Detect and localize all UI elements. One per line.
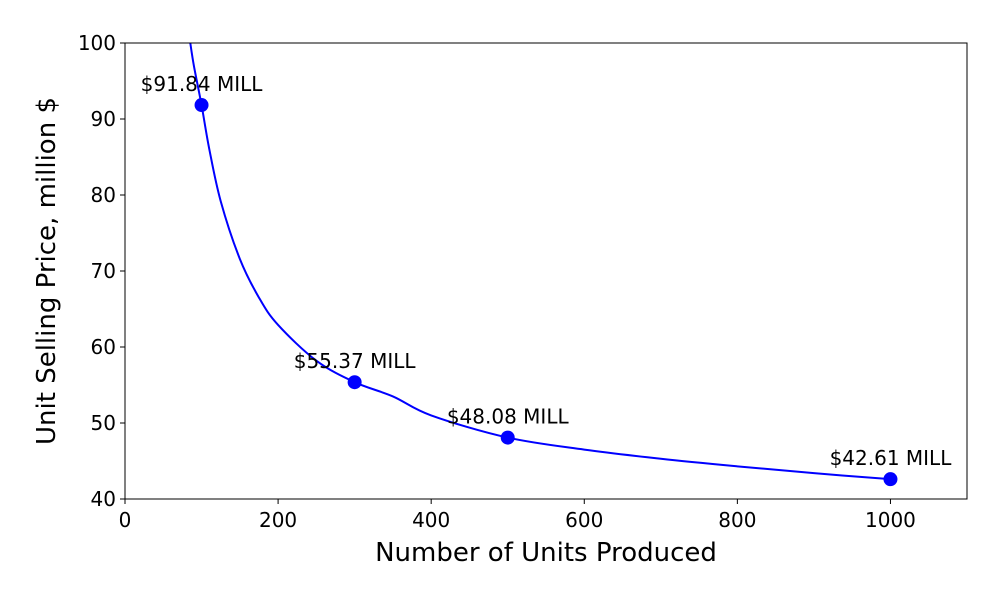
data-label: $48.08 MILL: [447, 405, 570, 429]
x-axis-title: Number of Units Produced: [375, 538, 717, 568]
data-point: [194, 98, 209, 113]
data-point: [347, 375, 362, 390]
y-tick-label: 70: [91, 259, 116, 283]
data-label: $55.37 MILL: [294, 349, 417, 373]
x-tick-label: 400: [412, 508, 450, 532]
y-tick-label: 90: [91, 107, 116, 131]
x-tick-label: 200: [259, 508, 297, 532]
y-tick-label: 50: [91, 411, 116, 435]
data-label: $42.61 MILL: [830, 446, 953, 470]
x-tick-label: 1000: [865, 508, 916, 532]
data-label: $91.84 MILL: [141, 72, 264, 96]
data-point: [500, 430, 515, 445]
y-tick-label: 60: [91, 335, 116, 359]
x-tick-label: 800: [718, 508, 756, 532]
x-tick-label: 0: [119, 508, 132, 532]
y-axis-title: Unit Selling Price, million $: [32, 97, 62, 445]
y-tick-label: 40: [91, 487, 116, 511]
y-tick-label: 80: [91, 183, 116, 207]
y-tick-label: 100: [78, 31, 116, 55]
x-tick-label: 600: [565, 508, 603, 532]
data-point: [883, 472, 898, 487]
